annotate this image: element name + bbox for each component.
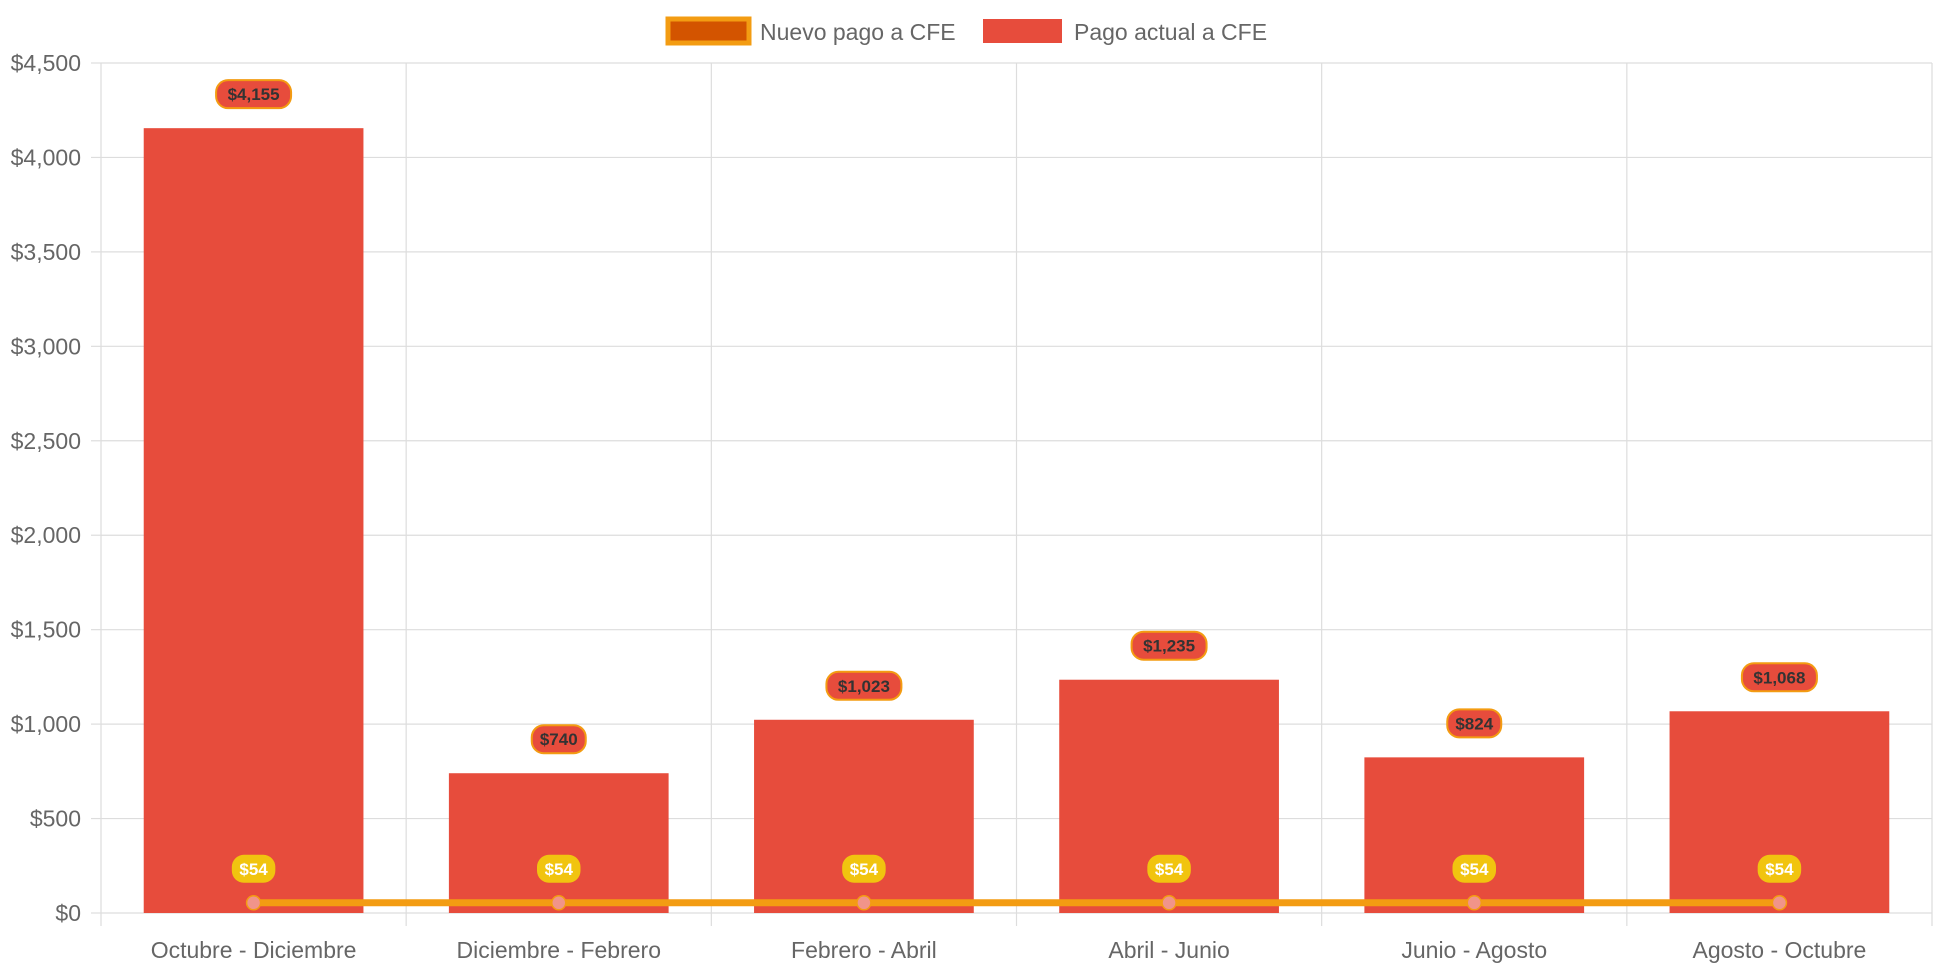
line-point[interactable]: [1161, 895, 1177, 911]
bar[interactable]: [143, 128, 364, 913]
line-value-label-bg: [1147, 854, 1191, 883]
line-value-label-bg: [231, 854, 276, 883]
x-tick-label: Abril - Junio: [1108, 937, 1229, 963]
vertical-gridlines: [100, 63, 1933, 926]
line-value-label-text: $54: [1155, 860, 1184, 879]
bar-value-label: $1,068: [1740, 662, 1818, 693]
line-value-label: $54: [231, 854, 276, 883]
legend-swatch-nuevo-pago: [665, 16, 752, 46]
bar-value-label-bg: [1130, 630, 1208, 661]
legend-label-pago-actual: Pago actual a CFE: [1074, 19, 1267, 45]
x-tick-label: Junio - Agosto: [1401, 937, 1547, 963]
bar-value-label-text: $4,155: [228, 85, 280, 104]
y-tick-label: $3,000: [11, 333, 81, 359]
y-axis-tick-labels: $0 $500 $1,000 $1,500 $2,000 $2,500 $3,000 $3,5…: [11, 50, 81, 926]
line-value-label-bg: [1757, 854, 1802, 883]
bar-value-label-text: $740: [540, 730, 578, 749]
line-value-label-text: $54: [1765, 860, 1794, 879]
bar[interactable]: [1364, 757, 1585, 913]
legend-label-nuevo-pago: Nuevo pago a CFE: [760, 19, 956, 45]
y-tick-label: $4,000: [11, 144, 81, 170]
bar-value-label-bg: [215, 79, 293, 110]
x-tick-label: Agosto - Octubre: [1692, 937, 1866, 963]
line-data-labels: $54 $54 $54 $54 $54 $54: [231, 854, 1802, 883]
horizontal-gridlines: [91, 62, 1932, 914]
line-point[interactable]: [1466, 895, 1482, 911]
legend-swatch-pago-actual: [983, 19, 1062, 43]
x-axis-tick-labels: Octubre - Diciembre Diciembre - Febrero Fe…: [151, 937, 1867, 963]
bar-value-label-text: $824: [1455, 714, 1493, 733]
y-tick-label: $0: [55, 900, 81, 926]
line-point[interactable]: [245, 895, 262, 911]
line-value-label: $54: [1452, 854, 1496, 883]
line-value-label-bg: [842, 854, 886, 883]
bar-value-label-bg: [1740, 662, 1818, 693]
line-point[interactable]: [551, 895, 567, 911]
bar-value-label: $1,235: [1130, 630, 1208, 661]
legend-item-pago-actual[interactable]: Pago actual a CFE: [983, 19, 1267, 45]
line-nuevo-pago: [245, 895, 1788, 911]
bar[interactable]: [754, 719, 974, 913]
bar-value-label-bg: [530, 724, 587, 755]
bar-value-label-text: $1,023: [838, 677, 890, 696]
y-tick-label: $1,500: [11, 617, 81, 643]
line-value-label-bg: [1452, 854, 1496, 883]
bar-value-label: $740: [530, 724, 587, 755]
line-value-label-text: $54: [850, 860, 879, 879]
x-tick-label: Octubre - Diciembre: [151, 937, 357, 963]
bar-value-label-text: $1,068: [1753, 668, 1805, 687]
bar-value-label-bg: [1446, 708, 1503, 739]
x-tick-label: Diciembre - Febrero: [457, 937, 662, 963]
line-value-label: $54: [1757, 854, 1802, 883]
bar-value-label-text: $1,235: [1143, 637, 1195, 656]
y-tick-label: $2,000: [11, 522, 81, 548]
line-value-label: $54: [842, 854, 886, 883]
bar-data-labels: $4,155 $740 $1,023 $1,235 $824 $1,068: [215, 79, 1818, 755]
line-value-label-text: $54: [545, 860, 574, 879]
legend-item-nuevo-pago[interactable]: Nuevo pago a CFE: [665, 16, 956, 46]
y-tick-label: $3,500: [11, 239, 81, 265]
y-tick-label: $2,500: [11, 428, 81, 454]
y-tick-label: $1,000: [11, 711, 81, 737]
x-tick-label: Febrero - Abril: [791, 937, 937, 963]
bar-value-label: $824: [1446, 708, 1503, 739]
line-value-label: $54: [1147, 854, 1191, 883]
legend: Nuevo pago a CFE Pago actual a CFE: [665, 16, 1267, 46]
line-value-label-text: $54: [1460, 860, 1489, 879]
line-point[interactable]: [856, 895, 872, 911]
bar-value-label: $1,023: [825, 670, 903, 701]
line-value-label-bg: [537, 854, 581, 883]
bar[interactable]: [448, 773, 669, 913]
bar-value-label-bg: [825, 670, 903, 701]
bar-value-label: $4,155: [215, 79, 293, 110]
line-value-label-text: $54: [239, 860, 268, 879]
y-tick-label: $500: [30, 806, 81, 832]
y-tick-label: $4,500: [11, 50, 81, 76]
line-point[interactable]: [1771, 895, 1788, 911]
line-value-label: $54: [537, 854, 581, 883]
